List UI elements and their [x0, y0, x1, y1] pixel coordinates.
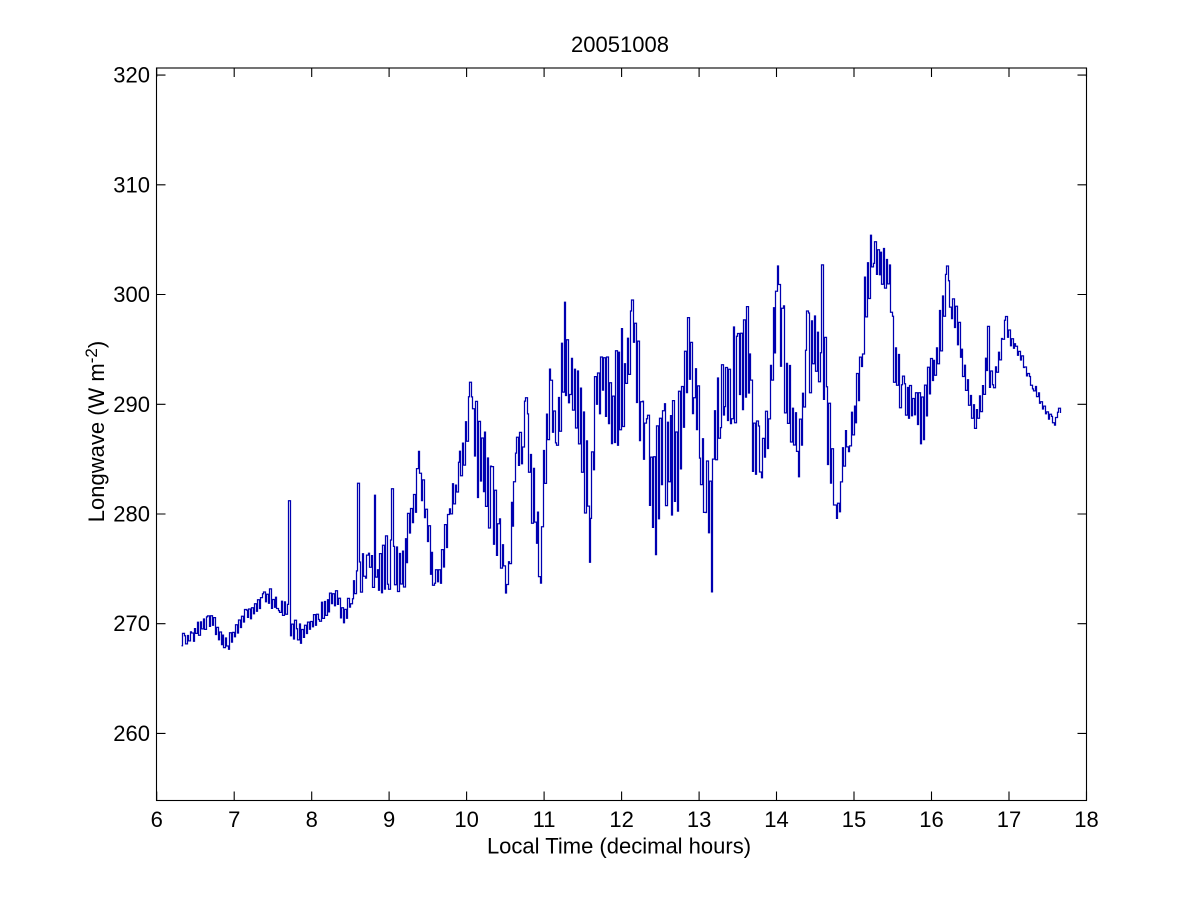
svg-text:Longwave (W m-2): Longwave (W m-2) — [82, 341, 109, 522]
svg-text:15: 15 — [842, 807, 866, 832]
svg-text:17: 17 — [997, 807, 1021, 832]
svg-text:12: 12 — [609, 807, 633, 832]
svg-text:13: 13 — [687, 807, 711, 832]
svg-text:300: 300 — [113, 282, 150, 307]
svg-text:11: 11 — [533, 807, 556, 832]
svg-text:20051008: 20051008 — [571, 32, 669, 57]
svg-text:18: 18 — [1074, 807, 1098, 832]
svg-text:270: 270 — [113, 611, 150, 636]
svg-text:310: 310 — [113, 172, 150, 197]
svg-text:260: 260 — [113, 721, 150, 746]
svg-text:320: 320 — [113, 63, 150, 88]
svg-text:16: 16 — [919, 807, 943, 832]
svg-text:14: 14 — [764, 807, 788, 832]
svg-text:7: 7 — [228, 807, 240, 832]
svg-text:290: 290 — [113, 392, 150, 417]
svg-text:280: 280 — [113, 502, 150, 527]
svg-text:10: 10 — [454, 807, 478, 832]
svg-text:Local Time (decimal hours): Local Time (decimal hours) — [487, 834, 751, 859]
svg-text:9: 9 — [383, 807, 395, 832]
svg-text:8: 8 — [306, 807, 318, 832]
svg-text:6: 6 — [151, 807, 163, 832]
